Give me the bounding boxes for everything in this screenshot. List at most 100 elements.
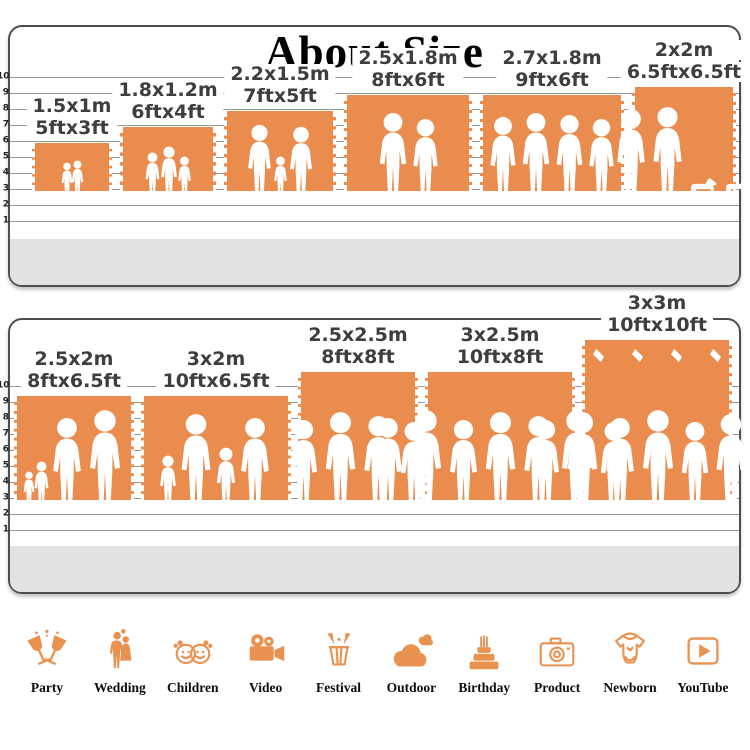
person-silhouette-icon <box>531 420 560 503</box>
video-icon <box>241 624 291 674</box>
size-label: 2.7x1.8m 9ftx6ft <box>496 46 608 92</box>
axis-tick-label: 1 <box>2 215 9 226</box>
person-silhouette-icon <box>289 420 317 503</box>
person-silhouette-icon <box>160 455 176 504</box>
gridline <box>10 514 739 515</box>
person-silhouette-icon <box>241 418 269 503</box>
axis-tick-label: 8 <box>2 412 9 423</box>
person-silhouette-icon <box>373 418 402 503</box>
newborn-icon <box>605 624 655 674</box>
person-silhouette-icon <box>71 160 83 195</box>
bars-row: 1.5x1m 5ftx3ft 1.8x1.2m 6ftx4ft 2.2x1.5m 7ftx… <box>10 40 750 195</box>
person-silhouette-icon <box>490 117 516 194</box>
silhouette-wedding-couple <box>343 112 473 196</box>
axis-tick-label: 5 <box>2 151 9 162</box>
person-silhouette-icon <box>410 410 441 503</box>
silhouette-parents-lifting-child <box>140 413 292 505</box>
axis-tick-label: 4 <box>2 167 9 178</box>
person-silhouette-icon <box>379 113 406 194</box>
silhouette-family-of-four <box>13 409 135 505</box>
size-meters: 1.8x1.2m <box>112 80 224 100</box>
person-silhouette-icon <box>616 109 645 194</box>
category-icons-row: Party Wedding Children Video Festival Outdoor… <box>14 624 736 696</box>
gridline <box>10 221 739 222</box>
person-silhouette-icon <box>290 126 312 195</box>
person-silhouette-icon <box>23 471 34 504</box>
silhouette-couple-walking-dogs <box>616 106 750 196</box>
category-item-party: Party <box>14 624 80 696</box>
person-silhouette-icon <box>716 414 746 503</box>
size-meters: 2.2x1.5m <box>224 64 336 84</box>
children-icon <box>168 624 218 674</box>
person-silhouette-icon <box>274 156 287 195</box>
silhouette-graduation-crowd <box>531 409 746 505</box>
category-label: Party <box>30 680 64 695</box>
size-chart-panel-large: 10 9 8 7 6 5 4 3 2 1 2.5x2m 8ftx6.5ft 3x2m 10ftx6.5ft… <box>0 293 746 594</box>
size-bar-2.5x2m: 2.5x2m 8ftx6.5ft <box>14 349 134 504</box>
person-silhouette-icon <box>216 447 236 504</box>
person-silhouette-icon <box>589 119 614 194</box>
size-feet: 10ftx6.5ft <box>156 371 276 391</box>
size-label: 2.5x1.8m 8ftx6ft <box>352 46 464 92</box>
person-silhouette-icon <box>567 412 598 503</box>
size-feet: 6.5ftx6.5ft <box>620 62 748 82</box>
size-label: 2.2x1.5m 7ftx5ft <box>224 62 336 108</box>
axis-tick-label: 7 <box>2 119 9 130</box>
person-silhouette-icon <box>248 124 271 195</box>
size-label: 2.5x2m 8ftx6.5ft <box>21 347 127 393</box>
person-silhouette-icon <box>178 156 191 195</box>
axis-tick-label: 2 <box>2 199 9 210</box>
chart-area-large: 10 9 8 7 6 5 4 3 2 1 2.5x2m 8ftx6.5ft 3x2m 10ftx6.5ft… <box>0 293 746 546</box>
chart-area-small: 10 9 8 7 6 5 4 3 2 1 1.5x1m 5ftx3ft 1.8x1.2m 6ftx4ft 2… <box>0 40 750 237</box>
size-meters: 2.7x1.8m <box>496 48 608 68</box>
category-label: Newborn <box>603 680 657 695</box>
person-silhouette-icon <box>652 107 682 194</box>
person-silhouette-icon <box>89 410 120 503</box>
gridline <box>10 205 739 206</box>
category-item-wedding: Wedding <box>87 624 153 696</box>
person-silhouette-icon <box>145 152 160 195</box>
dog-silhouette-icon <box>725 178 750 195</box>
size-bar-2.5x1.8m: 2.5x1.8m 8ftx6ft <box>344 48 472 194</box>
size-label: 3x3m 10ftx10ft <box>601 291 713 337</box>
category-item-outdoor: Outdoor <box>378 624 444 696</box>
person-silhouette-icon <box>161 146 177 195</box>
person-silhouette-icon <box>449 420 477 503</box>
ground-strip <box>10 546 739 592</box>
size-label: 1.8x1.2m 6ftx4ft <box>112 78 224 124</box>
category-item-newborn: Newborn <box>597 624 663 696</box>
dog-silhouette-icon <box>690 178 716 195</box>
person-silhouette-icon <box>325 412 355 503</box>
size-bar-2.7x1.8m: 2.7x1.8m 9ftx6ft <box>480 48 624 194</box>
category-item-children: Children <box>160 624 226 696</box>
outdoor-icon <box>386 624 436 674</box>
size-feet: 8ftx6.5ft <box>21 371 127 391</box>
person-silhouette-icon <box>181 414 211 503</box>
person-silhouette-icon <box>412 119 438 194</box>
axis-tick-label: 3 <box>2 183 9 194</box>
ground-strip <box>10 239 739 285</box>
size-feet: 8ftx6ft <box>352 70 464 90</box>
festival-icon <box>314 624 364 674</box>
category-item-birthday: Birthday <box>451 624 517 696</box>
category-item-festival: Festival <box>306 624 372 696</box>
gridline <box>10 93 739 94</box>
size-feet: 9ftx6ft <box>496 70 608 90</box>
size-meters: 1.5x1m <box>26 96 118 116</box>
size-feet: 7ftx5ft <box>224 86 336 106</box>
size-chart-panel-small: About Size 109876543211.5x1m5ftx3ft1.8x1… <box>0 25 750 287</box>
size-bar-1.8x1.2m: 1.8x1.2m 6ftx4ft <box>112 80 224 195</box>
size-meters: 2x2m <box>620 40 748 60</box>
person-silhouette-icon <box>642 410 674 503</box>
size-meters: 2.5x1.8m <box>352 48 464 68</box>
size-meters: 3x2.5m <box>450 325 550 345</box>
category-label: Wedding <box>93 680 146 695</box>
axis-tick-label: 4 <box>2 476 9 487</box>
silhouette-dancing-women <box>479 112 625 196</box>
size-label: 3x2m 10ftx6.5ft <box>156 347 276 393</box>
size-label: 2x2m 6.5ftx6.5ft <box>620 38 748 84</box>
size-label: 3x2.5m 10ftx8ft <box>450 323 550 369</box>
axis-tick-label: 2 <box>2 508 9 519</box>
wedding-icon <box>95 624 145 674</box>
category-label: Outdoor <box>386 680 437 695</box>
